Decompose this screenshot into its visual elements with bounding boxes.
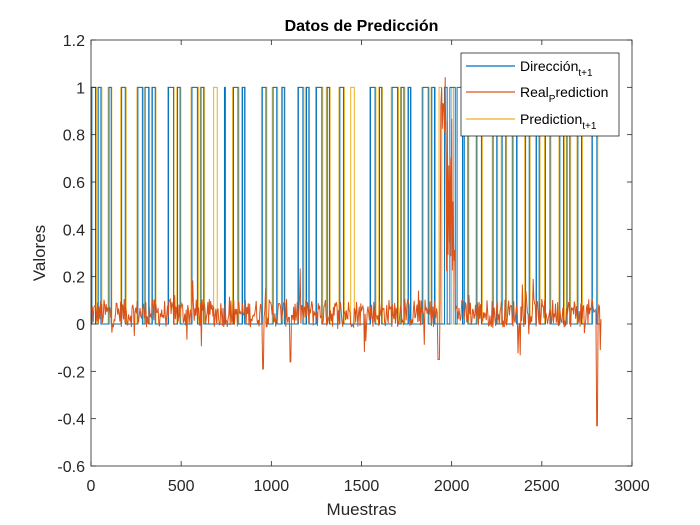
chart-title: Datos de Predicción [285, 18, 439, 35]
y-tick-label: 1.2 [63, 33, 85, 50]
x-tick-label: 1000 [254, 478, 290, 495]
y-tick-label: -0.2 [57, 364, 85, 381]
y-tick-label: 0.8 [63, 128, 85, 145]
y-axis-label: Valores [30, 225, 49, 281]
series-line-direccin [91, 86, 602, 325]
x-axis-label: Muestras [327, 500, 397, 519]
y-tick-label: 0.6 [63, 175, 85, 192]
y-tick-label: 0 [76, 317, 85, 334]
legend-box [460, 52, 620, 137]
y-tick-label: 0.4 [63, 222, 85, 239]
legend-label-direccion: Direcciónt+1 [520, 58, 593, 79]
ticks-layer: 0 500 1000 1500 2000 2500 3000 -0.6 -0.4 -0.2 0 0.2… [57, 33, 649, 495]
y-tick-label: 0.2 [63, 270, 85, 287]
x-tick-label: 2000 [434, 478, 470, 495]
legend: Direcciónt+1 RealPrediction Predictiont+… [460, 52, 620, 137]
legend-label-real-prediction: RealPrediction [520, 84, 608, 105]
y-tick-label: -0.6 [57, 459, 85, 476]
x-tick-label: 3000 [614, 478, 650, 495]
x-tick-label: 2500 [524, 478, 560, 495]
y-tick-label: -0.4 [57, 412, 85, 429]
legend-label-prediction: Predictiont+1 [520, 111, 597, 132]
x-tick-label: 500 [168, 478, 195, 495]
series-line-real [90, 77, 602, 427]
y-tick-label: 1 [76, 80, 85, 97]
series-layer [90, 77, 602, 427]
x-tick-label: 0 [87, 478, 96, 495]
x-tick-label: 1500 [344, 478, 380, 495]
